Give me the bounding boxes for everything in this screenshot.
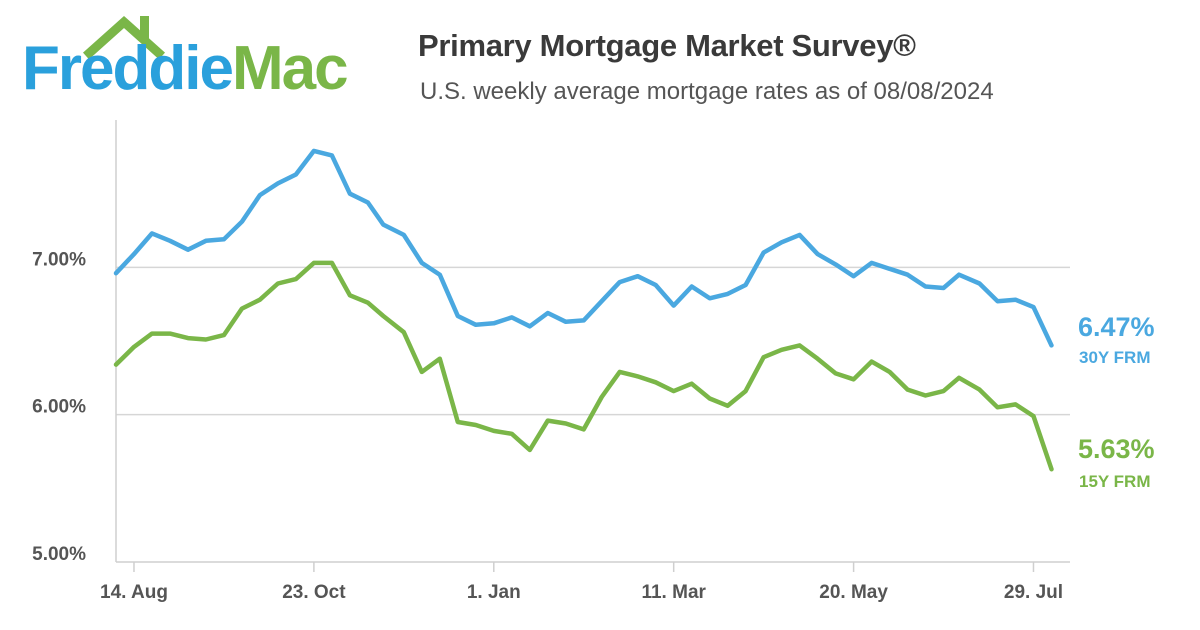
x-tick-label: 1. Jan [467, 582, 521, 603]
series-line-30y-frm [113, 148, 1054, 348]
end-series-label: 30Y FRM [1079, 348, 1151, 367]
logo-word-freddie: Freddie [22, 34, 234, 103]
end-value-label: 6.47% [1078, 312, 1155, 342]
freddie-mac-logo[interactable]: FreddieMac [22, 12, 382, 112]
series-line-15y-frm [113, 260, 1054, 472]
chart-axes: 5.00% 6.00% 7.00% 14. Aug 23. Oct 1. Jan 11. M… [32, 120, 1070, 603]
y-tick-label: 5.00% [32, 544, 86, 565]
logo-word-mac: Mac [231, 34, 349, 103]
end-series-label: 15Y FRM [1079, 472, 1151, 491]
logo-wordmark: FreddieMac [22, 38, 349, 100]
x-tick-label: 20. May [819, 582, 888, 603]
end-value-label: 5.63% [1078, 434, 1155, 464]
y-tick-label: 6.00% [32, 397, 86, 418]
x-tick-label: 23. Oct [282, 582, 346, 603]
chart-subtitle: U.S. weekly average mortgage rates as of… [420, 78, 994, 105]
chart-title: Primary Mortgage Market Survey® [418, 28, 916, 63]
house-roof-icon [82, 15, 166, 60]
y-tick-label: 7.00% [32, 249, 86, 270]
chart-series [113, 148, 1054, 472]
chart-grid [116, 266, 1070, 416]
x-tick-label: 11. Mar [641, 582, 706, 603]
chart-labels: 6.47% 30Y FRM 5.63% 15Y FRM [1078, 312, 1155, 491]
x-tick-label: 14. Aug [100, 582, 168, 603]
x-tick-label: 29. Jul [1004, 582, 1063, 603]
